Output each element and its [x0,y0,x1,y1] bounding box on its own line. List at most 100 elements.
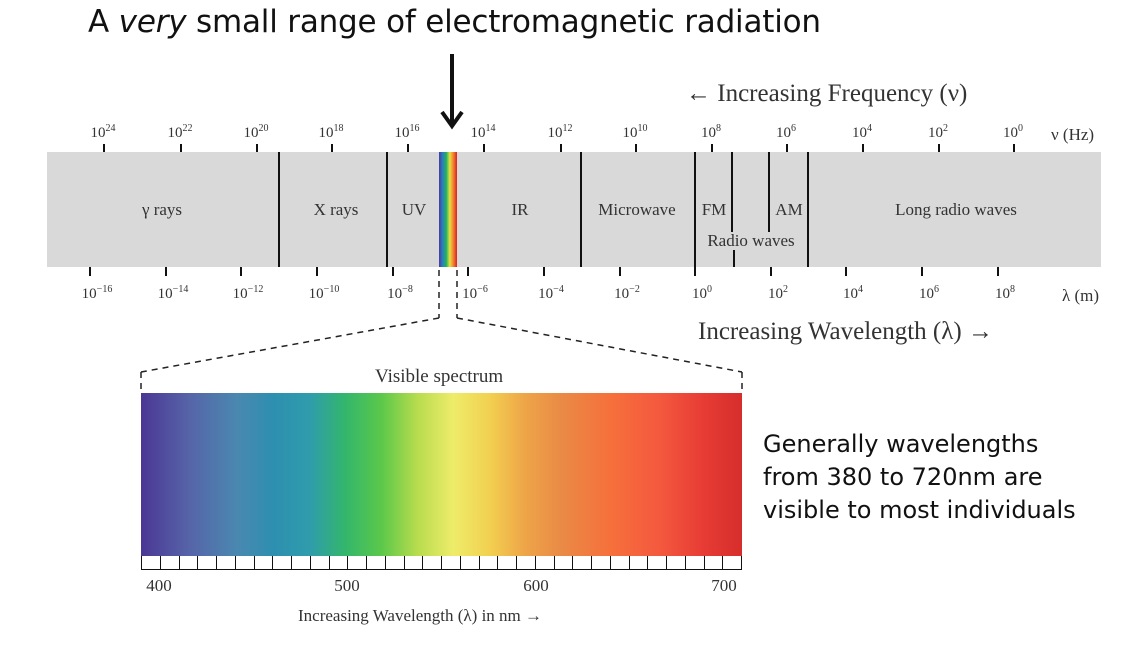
ruler-tick [741,556,742,570]
wavelength-tick-label: 10−12 [232,284,264,302]
frequency-tick-label: 102 [928,123,948,141]
wavelength-tick-mark [921,267,923,276]
ruler-tick [347,556,348,570]
frequency-tick-label: 100 [1003,123,1023,141]
frequency-tick-mark [560,144,562,152]
ruler-tick [666,556,667,570]
note-line-1: Generally wavelengths [763,430,1039,458]
frequency-tick-label: 1014 [470,123,496,141]
ruler-tick [310,556,311,570]
wavelength-tick-mark [165,267,167,276]
wavelength-tick-mark [392,267,394,276]
ruler-tick [141,556,142,570]
frequency-tick-mark [103,144,105,152]
ruler-tick [516,556,517,570]
visible-spectrum-title: Visible spectrum [375,366,504,387]
frequency-tick-mark [1013,144,1015,152]
frequency-unit: ν (Hz) [1051,125,1095,144]
ruler-tick [329,556,330,570]
visible-spectrum-gradient [141,393,742,556]
ruler-tick [610,556,611,570]
wavelength-tick-mark [619,267,621,276]
region-divider [694,152,696,267]
title-emphasis: very [118,4,187,40]
frequency-tick-mark [711,144,713,152]
frequency-tick-mark [862,144,864,152]
region-am: AM [775,200,803,219]
visible-band-marker [439,152,457,267]
ruler-tick [254,556,255,570]
frequency-tick-label: 104 [852,123,872,141]
frequency-axis-label: ← Increasing Frequency (ν) [686,80,968,107]
ruler-tick [572,556,573,570]
nm-tick-400: 400 [146,576,172,595]
ruler-tick [535,556,536,570]
wavelength-tick-label: 100 [692,284,712,302]
ruler-tick [441,556,442,570]
frequency-tick-label: 1024 [90,123,116,141]
frequency-tick-label: 1020 [243,123,269,141]
nm-axis-label: Increasing Wavelength (λ) in nm → [298,606,543,625]
frequency-tick-label: 1018 [318,123,344,141]
ruler-tick [272,556,273,570]
wavelength-tick-label: 10−16 [81,284,113,302]
arrow-down-icon [440,54,464,130]
region-divider [386,152,388,267]
ruler-tick [460,556,461,570]
title-text-end: small range of electromagnetic radiation [186,4,821,40]
ruler-tick [722,556,723,570]
ruler-tick [591,556,592,570]
ruler-tick [235,556,236,570]
region-microwave: Microwave [598,200,676,219]
wavelength-tick-label: 104 [843,284,863,302]
frequency-tick-mark [483,144,485,152]
region-gamma-rays: γ rays [141,200,183,219]
ruler-tick [704,556,705,570]
wavelength-tick-label: 10−6 [462,284,488,302]
ruler-tick [422,556,423,570]
ruler-tick [216,556,217,570]
ruler-tick [160,556,161,570]
wavelength-tick-mark [845,267,847,276]
frequency-tick-label: 1016 [394,123,420,141]
region-fm: FM [701,200,727,219]
title-text-start: A [88,4,119,40]
ruler-tick [179,556,180,570]
region-divider [807,152,809,267]
frequency-tick-mark [180,144,182,152]
ruler-tick [404,556,405,570]
ruler-tick [366,556,367,570]
frequency-tick-mark [256,144,258,152]
nm-tick-700: 700 [711,576,737,595]
region-x-rays: X rays [313,200,359,219]
region-long-radio-waves: Long radio waves [895,200,1017,219]
wavelength-tick-label: 108 [995,284,1015,302]
zoom-line-left-diagonal [140,317,440,373]
nm-tick-500: 500 [334,576,360,595]
wavelength-tick-mark [543,267,545,276]
wavelength-tick-label: 10−10 [308,284,340,302]
note-line-2: from 380 to 720nm are [763,463,1043,491]
ruler-tick [554,556,555,570]
frequency-tick-mark [786,144,788,152]
wavelength-tick-label: 10−14 [157,284,189,302]
frequency-tick-label: 108 [701,123,721,141]
frequency-tick-label: 1010 [622,123,648,141]
ruler-tick [647,556,648,570]
region-divider [580,152,582,267]
frequency-tick-mark [938,144,940,152]
page-title: A very small range of electromagnetic ra… [88,4,821,40]
ruler-tick [197,556,198,570]
wavelength-tick-mark [997,267,999,276]
ruler-tick [385,556,386,570]
wavelength-tick-label: 106 [919,284,939,302]
wavelength-tick-label: 10−8 [387,284,413,302]
wavelength-tick-mark [694,267,696,276]
wavelength-tick-label: 10−4 [538,284,564,302]
ruler-tick [479,556,480,570]
visibility-note: Generally wavelengths from 380 to 720nm … [763,428,1076,527]
wavelength-tick-mark [316,267,318,276]
wavelength-tick-mark [89,267,91,276]
wavelength-tick-mark [240,267,242,276]
